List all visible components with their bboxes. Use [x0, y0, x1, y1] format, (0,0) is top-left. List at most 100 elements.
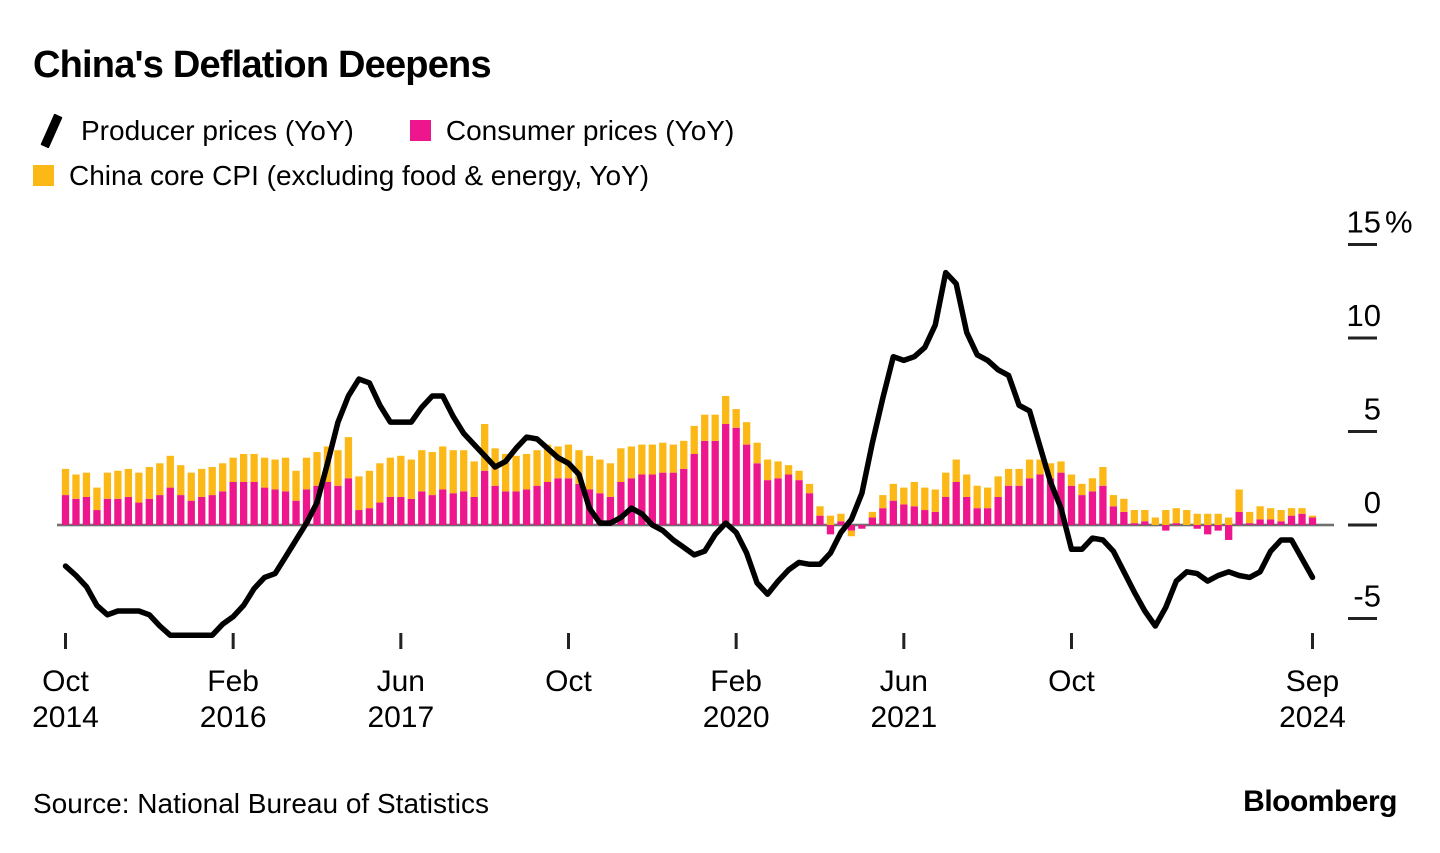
- consumer-prices-bar: [868, 517, 877, 525]
- consumer-prices-bar: [826, 525, 835, 535]
- core-cpi-bar: [805, 483, 814, 494]
- core-cpi-bar: [722, 395, 730, 425]
- core-cpi-bar: [460, 450, 468, 492]
- consumer-prices-bar: [963, 496, 971, 525]
- consumer-prices-bar: [1130, 523, 1139, 525]
- consumer-prices-bar: [1287, 515, 1296, 525]
- core-cpi-bar: [879, 495, 887, 509]
- core-cpi-bar: [575, 450, 583, 484]
- core-cpi-bar: [397, 455, 405, 497]
- core-cpi-bar: [952, 459, 960, 482]
- consumer-prices-bar: [271, 489, 279, 525]
- consumer-prices-bar: [501, 491, 510, 525]
- core-cpi-bar: [1266, 508, 1275, 520]
- core-cpi-bar: [103, 472, 112, 499]
- consumer-prices-bar: [344, 478, 353, 525]
- core-cpi-bar: [1162, 510, 1170, 525]
- core-cpi-bar: [166, 455, 174, 488]
- core-cpi-bar: [868, 511, 877, 518]
- core-cpi-bar: [1225, 517, 1233, 525]
- x-tick: [64, 633, 67, 649]
- consumer-prices-bar: [1067, 485, 1076, 525]
- x-tick: [734, 633, 738, 649]
- consumer-prices-bar: [1025, 478, 1034, 525]
- square-swatch-icon: [409, 120, 431, 141]
- consumer-prices-bar: [449, 493, 457, 525]
- core-cpi-bar: [1004, 468, 1013, 486]
- core-cpi-bar: [407, 459, 415, 499]
- core-cpi-bar: [355, 476, 363, 511]
- consumer-prices-bar: [984, 508, 992, 525]
- x-tick: [1311, 633, 1315, 649]
- consumer-prices-bar: [1256, 519, 1264, 525]
- core-cpi-bar: [135, 472, 143, 503]
- core-cpi-bar: [763, 459, 772, 481]
- core-cpi-bar: [1151, 517, 1159, 525]
- x-tick: [566, 633, 570, 649]
- consumer-prices-bar: [292, 500, 300, 525]
- consumer-prices-bar: [239, 481, 248, 525]
- x-tick-month-label: Feb: [207, 665, 259, 698]
- consumer-prices-bar: [229, 481, 237, 525]
- core-cpi-bar: [826, 515, 835, 525]
- core-cpi-bar: [344, 437, 353, 479]
- consumer-prices-bar: [1235, 511, 1243, 525]
- core-cpi-bar: [1141, 510, 1149, 522]
- core-cpi-bar: [910, 481, 918, 507]
- core-cpi-bar: [554, 446, 562, 479]
- core-cpi-bar: [1256, 506, 1264, 520]
- y-tick: [1348, 523, 1377, 527]
- x-tick-month-label: Jun: [377, 665, 425, 698]
- consumer-prices-bar: [1277, 521, 1285, 525]
- consumer-prices-bar: [1109, 506, 1118, 525]
- consumer-prices-bar: [921, 510, 929, 525]
- consumer-prices-bar: [994, 496, 1002, 525]
- consumer-prices-bar: [1245, 523, 1254, 525]
- core-cpi-bar: [1172, 508, 1180, 524]
- consumer-prices-bar: [82, 496, 91, 525]
- consumer-prices-bar: [1099, 485, 1107, 525]
- x-tick-year-label: 2020: [703, 701, 770, 734]
- consumer-prices-bar: [669, 472, 677, 525]
- consumer-prices-bar: [753, 463, 761, 525]
- consumer-prices-bar: [1078, 495, 1086, 525]
- consumer-prices-bar: [1120, 511, 1128, 525]
- producer-prices-line: [62, 269, 1316, 639]
- core-cpi-bar: [177, 465, 185, 496]
- core-cpi-bar: [187, 472, 195, 501]
- core-cpi-bar: [229, 457, 237, 482]
- core-cpi-bar: [512, 455, 520, 492]
- legend: Producer prices (YoY) Consumer prices (Y…: [33, 108, 734, 198]
- core-cpi-bar: [847, 530, 856, 537]
- core-cpi-bar: [198, 468, 206, 497]
- y-axis-unit-label: %: [1385, 205, 1413, 240]
- consumer-prices-bar: [816, 515, 824, 525]
- consumer-prices-bar: [784, 474, 793, 525]
- consumer-prices-bar: [931, 511, 939, 525]
- consumer-prices-bar: [774, 478, 782, 525]
- core-cpi-bar: [481, 424, 489, 471]
- consumer-prices-bar: [460, 491, 468, 525]
- core-cpi-bar: [239, 453, 248, 482]
- legend-row-1: Producer prices (YoY) Consumer prices (Y…: [33, 108, 734, 153]
- consumer-prices-bar: [281, 491, 290, 525]
- core-cpi-bar: [606, 463, 615, 497]
- core-cpi-bar: [659, 442, 667, 473]
- core-cpi-bar: [795, 470, 803, 481]
- consumer-prices-bar: [103, 498, 112, 525]
- bloomberg-logo: Bloomberg: [1243, 785, 1397, 818]
- consumer-prices-bar: [407, 498, 415, 525]
- core-cpi-bar: [1193, 513, 1201, 525]
- core-cpi-bar: [627, 446, 636, 479]
- core-cpi-bar: [1308, 515, 1317, 518]
- consumer-prices-bar: [208, 495, 216, 525]
- y-tick: [1348, 336, 1377, 340]
- consumer-prices-bar: [177, 495, 185, 525]
- core-cpi-bar: [931, 489, 939, 512]
- consumer-prices-bar: [198, 496, 206, 525]
- consumer-prices-bar: [910, 506, 918, 525]
- core-cpi-bar: [1298, 508, 1306, 514]
- consumer-prices-bar: [323, 481, 332, 525]
- consumer-prices-bar: [795, 480, 803, 525]
